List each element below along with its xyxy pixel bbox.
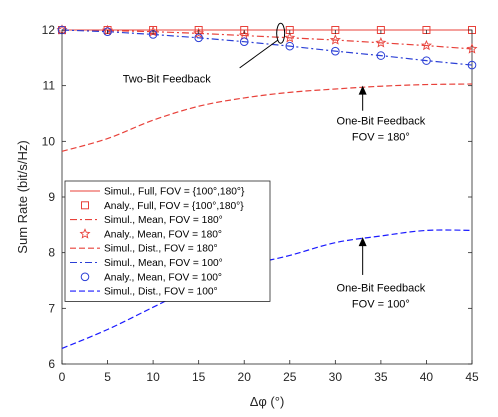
- annotation-arrow-head: [358, 85, 367, 95]
- x-tick-label: 15: [192, 370, 206, 384]
- annotation-text: FOV = 100°: [352, 299, 410, 311]
- legend: Simul., Full, FOV = {100°,180°} Analy., F…: [64, 180, 271, 302]
- legend-label: Simul., Dist., FOV = 100°: [104, 287, 218, 298]
- annotation-1: One-Bit Feedback FOV = 180°: [337, 85, 426, 144]
- annotation-layer: Two-Bit Feedback One-Bit Feedback FOV = 18…: [123, 22, 426, 311]
- data-point-3-6: [329, 34, 341, 45]
- y-axis-label: Sum Rate (bit/s/Hz): [15, 140, 30, 253]
- data-point-6-4: [239, 37, 249, 46]
- legend-marker: [81, 201, 89, 210]
- y-tick-label: 10: [42, 134, 56, 148]
- legend-label: Simul., Dist., FOV = 180°: [104, 244, 218, 255]
- x-tick-label: 10: [146, 370, 160, 384]
- legend-label: Analy., Full, FOV = {100°,180°}: [104, 201, 244, 212]
- legend-entry-5: Simul., Mean, FOV = 100°: [70, 258, 223, 269]
- y-tick-label: 6: [48, 357, 55, 371]
- y-tick-label: 9: [48, 190, 55, 204]
- legend-entry-4: Simul., Dist., FOV = 180°: [70, 244, 218, 255]
- axes-layer: 0 5 10 15 20 25 30 35 40 45 6 7 8 9 10 11 12 Δφ (°) Sum Ra…: [15, 23, 479, 409]
- annotation-ellipse: [276, 22, 286, 44]
- markers-layer: [56, 24, 478, 70]
- y-tick-label: 7: [48, 301, 55, 315]
- data-point-6-5: [285, 41, 295, 51]
- annotation-text: One-Bit Feedback: [337, 283, 426, 295]
- data-point-3-8: [420, 39, 432, 51]
- annotation-arrow-line: [239, 39, 278, 69]
- x-tick-label: 40: [420, 370, 434, 384]
- legend-entry-6: Analy., Mean, FOV = 100°: [80, 272, 222, 283]
- x-axis-label: Δφ (°): [250, 394, 285, 409]
- y-tick-label: 8: [48, 246, 55, 260]
- legend-label: Simul., Mean, FOV = 100°: [104, 258, 223, 269]
- data-point-3-7: [375, 37, 387, 48]
- series-line-2: [61, 29, 473, 50]
- x-tick-label: 20: [238, 370, 252, 384]
- x-tick-label: 30: [329, 370, 343, 384]
- x-tick-label: 5: [104, 370, 111, 384]
- x-tick-label: 0: [59, 370, 66, 384]
- legend-label: Analy., Mean, FOV = 180°: [104, 229, 222, 240]
- legend-box: [64, 180, 271, 302]
- legend-entry-0: Simul., Full, FOV = {100°,180°}: [70, 187, 245, 198]
- annotation-arrow-head: [358, 237, 367, 247]
- legend-entry-3: Analy., Mean, FOV = 180°: [79, 228, 222, 240]
- data-point-6-6: [331, 46, 340, 56]
- data-point-6-8: [422, 56, 431, 65]
- data-point-3-9: [466, 43, 478, 54]
- data-point-6-7: [376, 51, 386, 60]
- annotation-text: Two-Bit Feedback: [123, 73, 212, 85]
- legend-entry-1: Analy., Full, FOV = {100°,180°}: [81, 201, 244, 212]
- legend-marker: [79, 228, 91, 239]
- annotation-text: One-Bit Feedback: [337, 116, 426, 128]
- legend-label: Simul., Full, FOV = {100°,180°}: [104, 187, 245, 198]
- legend-label: Analy., Mean, FOV = 100°: [104, 272, 222, 283]
- annotation-0: Two-Bit Feedback: [123, 22, 286, 85]
- x-tick-label: 25: [283, 370, 297, 384]
- legend-entry-2: Simul., Mean, FOV = 180°: [70, 215, 223, 226]
- annotation-2: One-Bit Feedback FOV = 100°: [337, 237, 426, 311]
- legend-entry-7: Simul., Dist., FOV = 100°: [70, 287, 218, 298]
- y-tick-label: 11: [43, 79, 56, 93]
- legend-marker: [80, 272, 90, 282]
- legend-label: Simul., Mean, FOV = 180°: [104, 215, 223, 226]
- data-point-6-1: [103, 27, 112, 36]
- data-point-3-5: [284, 32, 296, 43]
- series-layer: [61, 29, 473, 349]
- x-tick-label: 45: [465, 370, 479, 384]
- x-tick-label: 35: [374, 370, 388, 384]
- series-line-5: [61, 29, 473, 66]
- data-point-3-3: [193, 27, 205, 39]
- annotation-text: FOV = 180°: [352, 132, 410, 144]
- y-tick-label: 12: [42, 23, 56, 37]
- series-line-7: [61, 229, 473, 349]
- data-point-6-9: [467, 60, 477, 70]
